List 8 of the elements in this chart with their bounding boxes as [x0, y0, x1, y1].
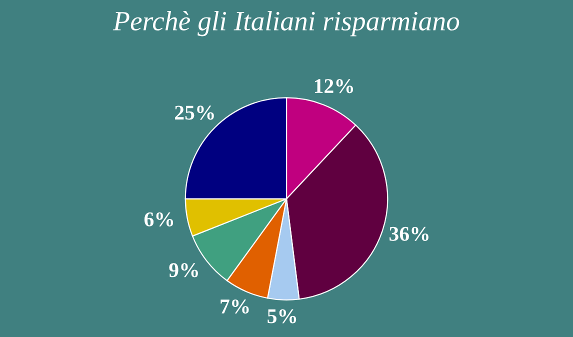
data-label: 9%	[169, 263, 198, 278]
data-label: 7%	[220, 299, 249, 314]
data-label: 25%	[175, 106, 214, 120]
data-label: 12%	[314, 79, 354, 94]
data-label: 5%	[268, 309, 296, 324]
data-label: 36%	[390, 226, 428, 241]
data-label: 6%	[144, 212, 174, 226]
chart-title: Perchè gli Italiani risparmiano	[112, 10, 460, 36]
